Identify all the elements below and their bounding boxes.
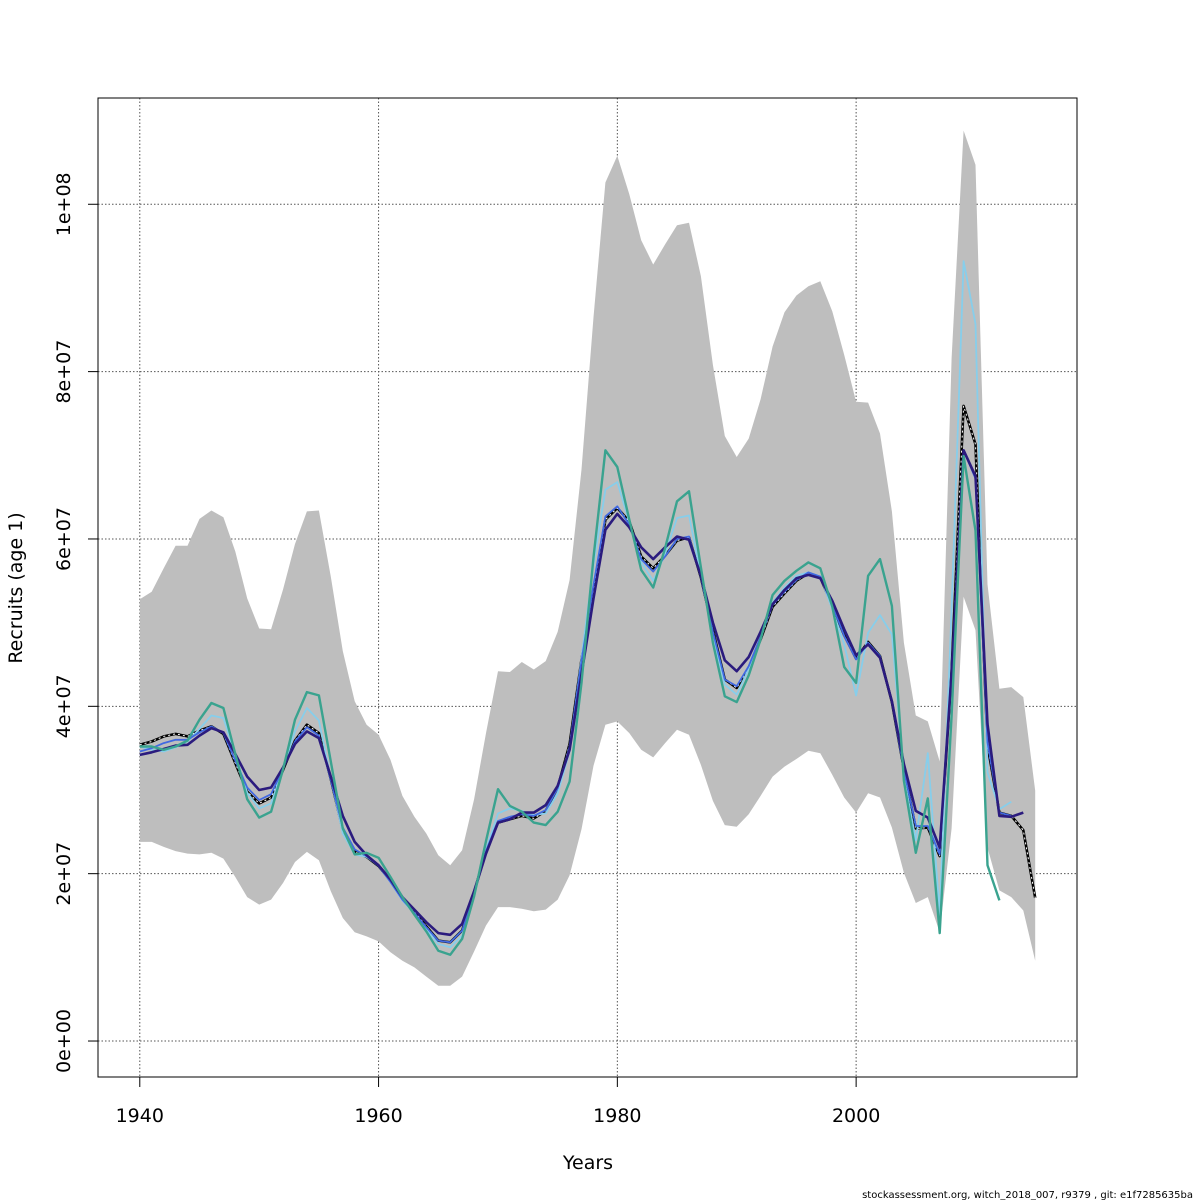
y-tick-label-5: 1e+08 [53, 172, 75, 236]
y-axis-title: Recruits (age 1) [5, 512, 27, 663]
y-tick-label-2: 4e+07 [53, 674, 75, 738]
y-tick-label-3: 6e+07 [53, 507, 75, 571]
y-axis: 0e+00 2e+07 4e+07 6e+07 8e+07 1e+08 [53, 172, 99, 1073]
series-line-4 [139, 449, 1001, 956]
y-tick-label-1: 2e+07 [53, 842, 75, 906]
x-tick-label-1960: 1960 [354, 1105, 402, 1127]
x-axis: 1940 1960 1980 2000 [116, 1076, 880, 1127]
x-tick-label-1940: 1940 [116, 1105, 164, 1127]
x-tick-label-2000: 2000 [832, 1105, 880, 1127]
y-tick-label-0: 0e+00 [53, 1009, 75, 1073]
x-axis-title: Years [562, 1152, 613, 1174]
x-tick-label-1980: 1980 [593, 1105, 641, 1127]
footer-note: stockassessment.org, witch_2018_007, r93… [862, 1190, 1193, 1200]
confidence-band [139, 130, 1036, 986]
y-tick-label-4: 8e+07 [53, 340, 75, 404]
series-lines [139, 260, 1037, 956]
